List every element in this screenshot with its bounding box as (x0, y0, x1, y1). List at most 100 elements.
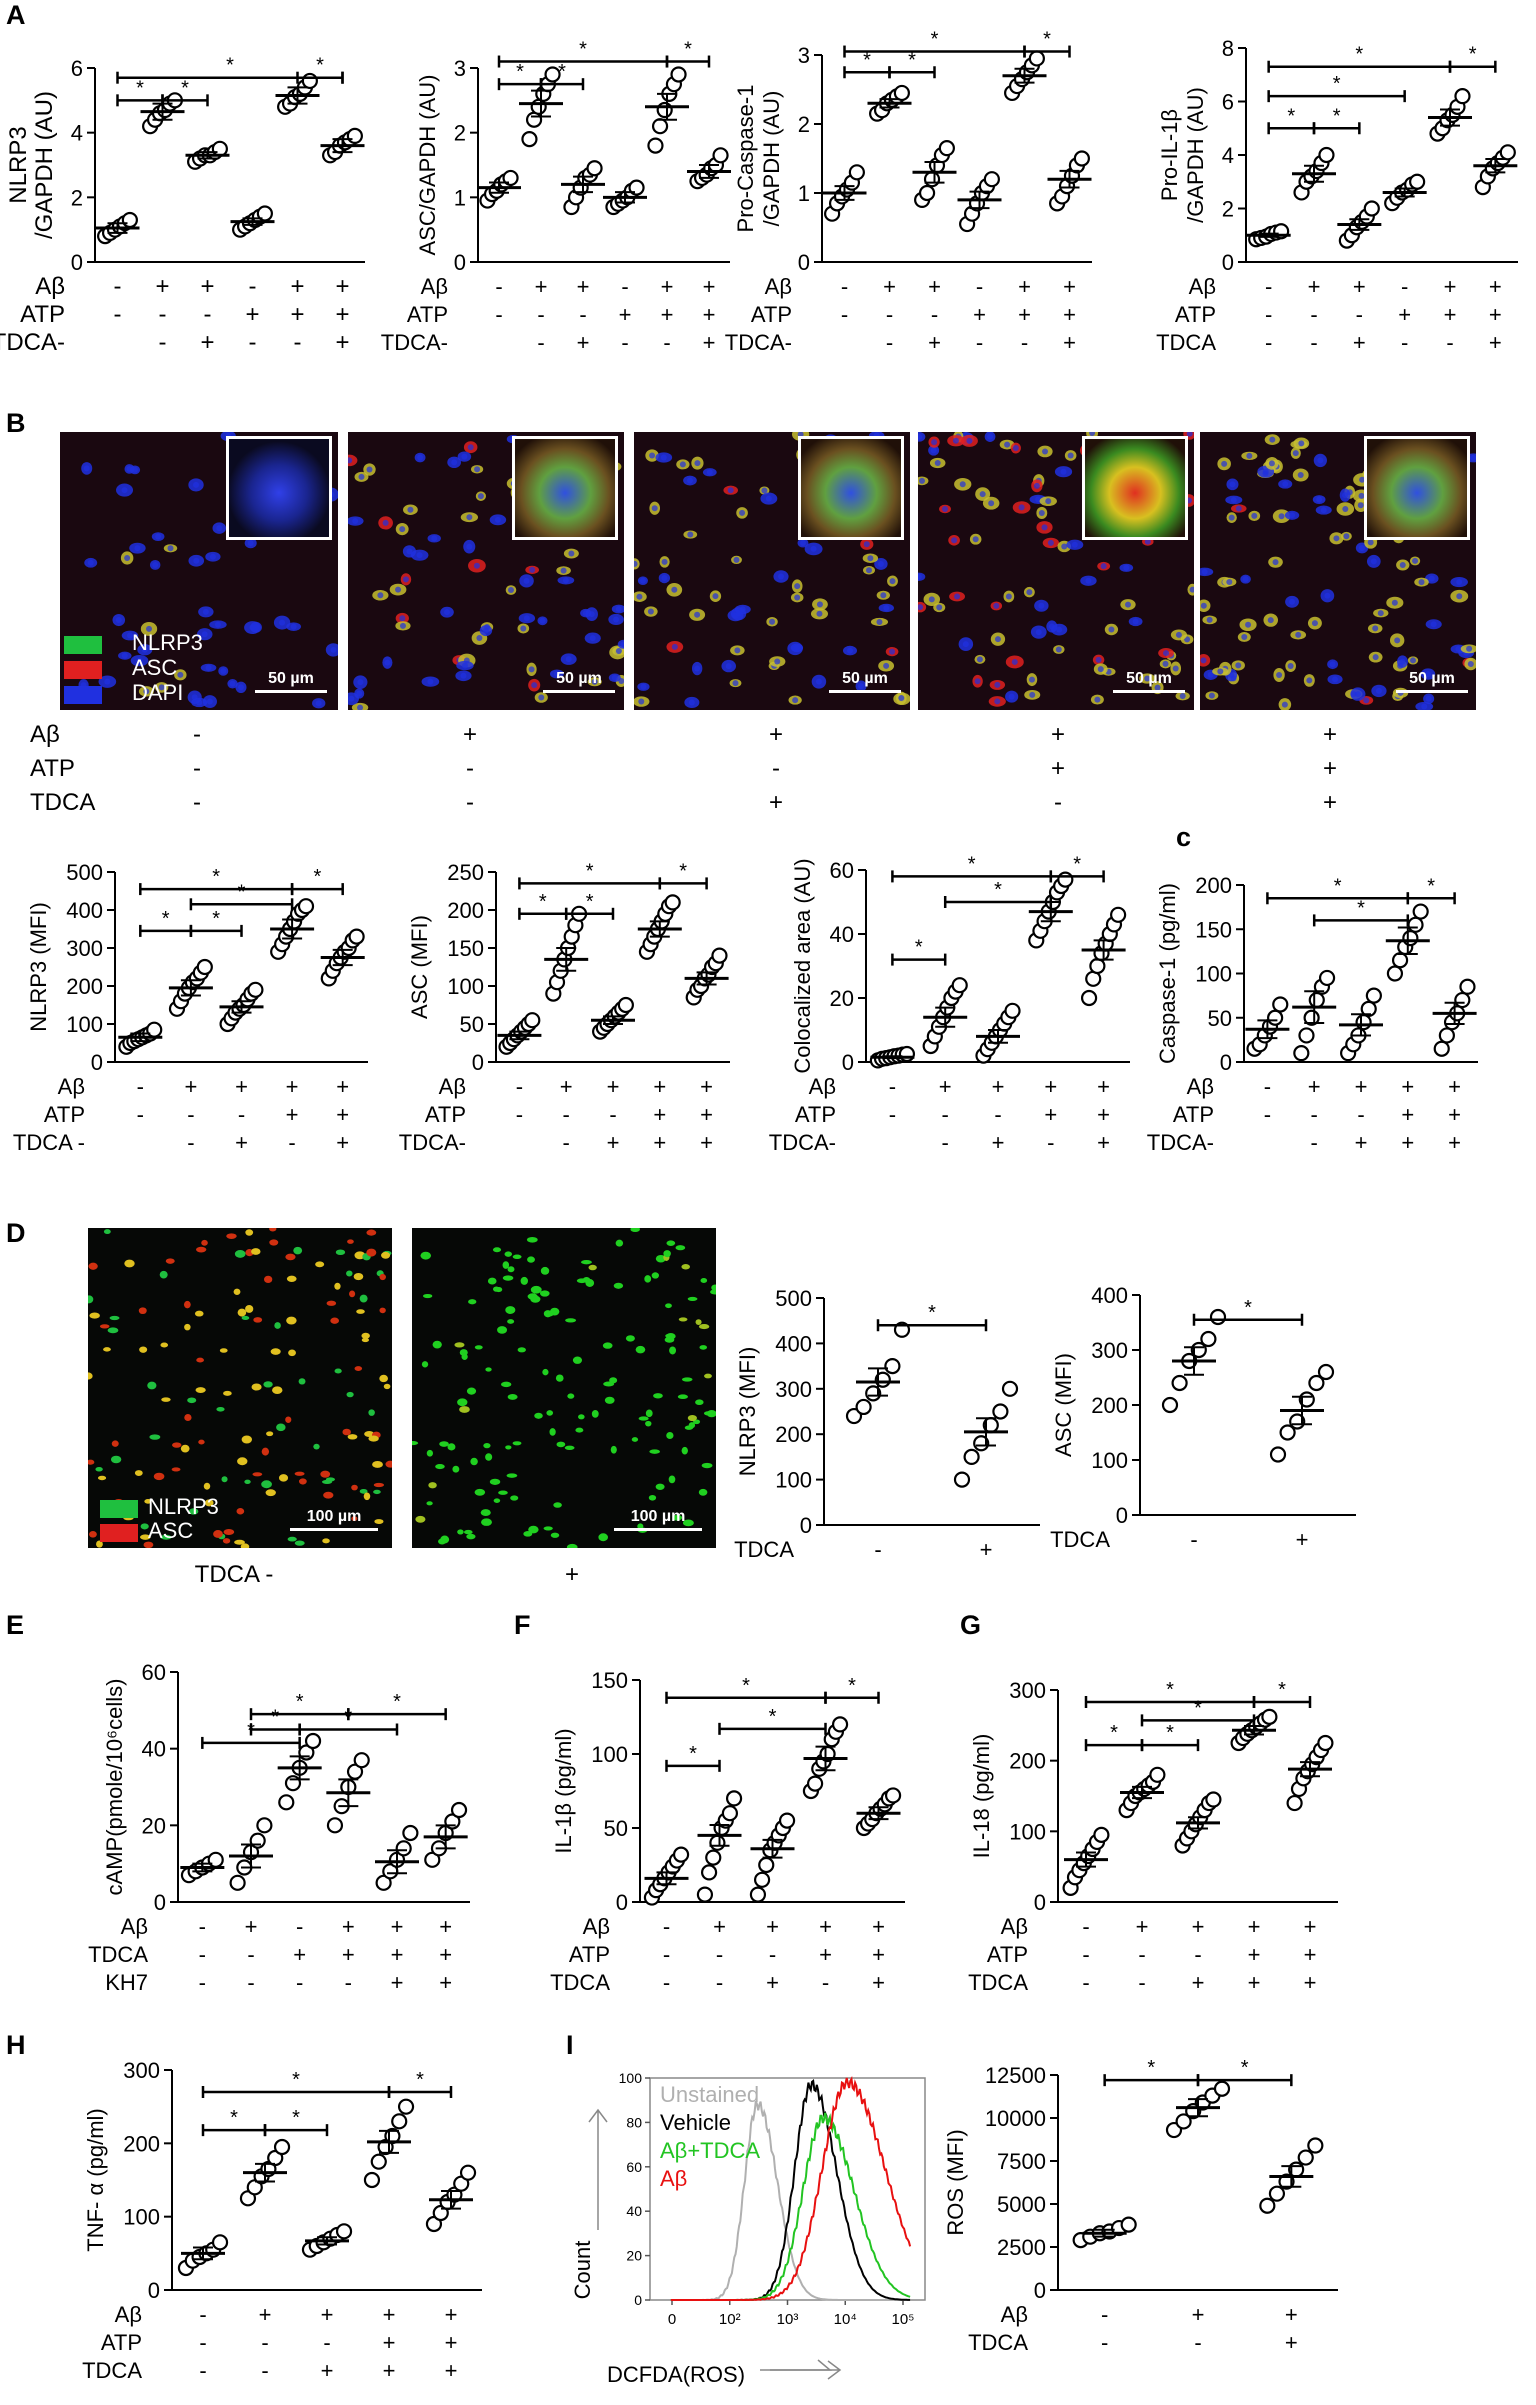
cell-dapi (858, 683, 865, 690)
data-point (1454, 88, 1471, 105)
data-point (725, 1790, 743, 1807)
condition-mark: + (1063, 330, 1076, 355)
cell-dapi (531, 682, 538, 689)
condition-mark: + (336, 1130, 349, 1155)
data-point (1267, 1009, 1284, 1026)
condition-label: TDCA - (13, 1130, 85, 1155)
cell-spot (198, 1439, 205, 1445)
cell-spot (706, 1409, 716, 1418)
sig-star: * (212, 866, 220, 888)
cell-dapi (348, 457, 353, 464)
y-tick-label: 1 (454, 185, 466, 210)
condition-mark: + (700, 1102, 713, 1127)
cell-spot (381, 1251, 391, 1259)
y-tick-label: 6 (1222, 90, 1234, 115)
condition-mark: + (1296, 1527, 1309, 1552)
cell-dapi (1226, 578, 1233, 585)
y-tick-label: 80 (626, 2114, 642, 2130)
cell-dapi (778, 573, 785, 580)
data-point (845, 1407, 863, 1425)
cell-dapi (1276, 672, 1283, 679)
data-point (1120, 2216, 1137, 2233)
cell-spot (335, 1249, 346, 1256)
cell-spot (323, 1491, 334, 1499)
cell-spot (320, 1470, 331, 1478)
micrograph-d-tdca (412, 1228, 716, 1548)
b-condition-mark: - (466, 789, 474, 816)
chart-i2: 0 2500 5000 7500 10000 12500 ROS (MFI) * * Aβ - + + T… (943, 2057, 1338, 2355)
condition-mark: - (994, 1102, 1001, 1127)
cell-dapi (994, 681, 1001, 688)
cell-spot (497, 1326, 508, 1334)
cell-spot (346, 1270, 353, 1277)
chart-a4: 0 2 4 6 8 Pro-IL-1β/GAPDH (AU) * * * * * Aβ - + + - + + AT… (1156, 36, 1518, 355)
cell-spot (245, 1229, 254, 1236)
data-point (1409, 173, 1426, 190)
cell-dapi (951, 537, 958, 544)
b-condition-mark: - (466, 755, 474, 782)
micrograph-abeta (348, 432, 624, 710)
sig-star: * (579, 39, 587, 61)
y-tick-label: 0 (1116, 1503, 1128, 1528)
cell-dapi (427, 678, 434, 685)
condition-mark: - (1357, 1102, 1364, 1127)
condition-mark: - (296, 1914, 303, 1939)
cell-spot (107, 1327, 119, 1334)
condition-label: ATP (407, 302, 448, 327)
cell-dapi (1201, 568, 1208, 575)
condition-mark: + (1063, 302, 1076, 327)
condition-mark: - (1311, 1130, 1318, 1155)
condition-label: Aβ (1001, 2302, 1028, 2327)
cell-dapi (976, 656, 983, 663)
condition-mark: - (1021, 330, 1028, 355)
data-point (524, 1012, 541, 1029)
cell-spot (263, 1381, 273, 1388)
cell-dapi (1207, 671, 1214, 678)
y-tick-label: 300 (775, 1377, 812, 1402)
cell-dapi (461, 453, 468, 460)
cell-dapi (1179, 693, 1186, 700)
cell-dapi (1267, 617, 1274, 624)
cell-dapi (733, 556, 740, 563)
data-point (806, 1775, 824, 1792)
cell-dapi (994, 636, 1001, 643)
cell-spot (440, 1535, 450, 1544)
y-tick-label: 1 (798, 181, 810, 206)
cell-dapi (1026, 589, 1033, 596)
y-tick-label: 150 (591, 1668, 628, 1693)
cell-spot (604, 1396, 615, 1404)
cell-dapi (815, 678, 822, 685)
condition-mark: - (663, 1942, 670, 1967)
micrograph-d-control (88, 1228, 392, 1548)
cell-spot (172, 1442, 182, 1448)
cell-spot (505, 1306, 516, 1314)
condition-mark: + (1097, 1102, 1110, 1127)
data-point (363, 2171, 381, 2189)
cell-spot (638, 1416, 649, 1421)
chart-d2: 0 100 200 300 400 ASC (MFI) * TDCA - + (1050, 1283, 1356, 1552)
y-tick-label: 250 (447, 860, 484, 885)
condition-mark: - (261, 2330, 268, 2355)
cell-dapi (591, 678, 598, 685)
condition-mark: - (238, 1102, 245, 1127)
condition-label: TDCA- (1147, 1130, 1214, 1155)
cell-dapi (352, 518, 359, 525)
cell-dapi (466, 514, 473, 521)
cell-dapi (1456, 593, 1463, 600)
condition-mark: - (609, 1102, 616, 1127)
condition-mark: - (621, 330, 628, 355)
condition-mark: + (286, 1102, 299, 1127)
condition-mark: - (137, 1074, 144, 1099)
condition-mark: + (1489, 330, 1502, 355)
cell-dapi (639, 577, 646, 584)
condition-mark: + (1063, 274, 1076, 299)
data-point (1318, 146, 1335, 164)
sig-star: * (931, 29, 939, 51)
cell-spot (147, 1381, 157, 1390)
cell-spot (144, 1499, 152, 1504)
legend-entry-0: Unstained (660, 2082, 759, 2107)
condition-mark: + (1355, 1074, 1368, 1099)
cell-dapi (1372, 654, 1379, 661)
condition-mark: - (199, 2330, 206, 2355)
condition-mark: + (1353, 330, 1366, 355)
